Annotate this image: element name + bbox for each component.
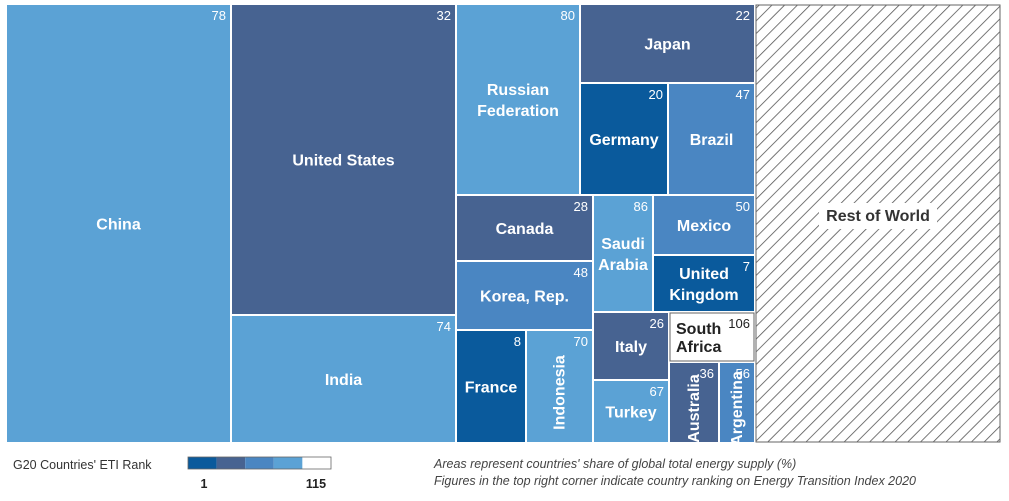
cell-label-united-kingdom-line-1: United [679, 266, 729, 283]
cell-rest-of-world: Rest of World [755, 4, 1001, 443]
rank-label-turkey: 67 [650, 384, 664, 399]
cell-rect-france [457, 331, 525, 442]
cell-rect-united-kingdom [654, 256, 754, 311]
cell-korea-rep: 48 Korea, Rep. [457, 262, 592, 329]
cell-rect-australia [670, 363, 718, 442]
cell-rect-mexico [654, 196, 754, 254]
rank-label-italy: 26 [650, 316, 664, 331]
cell-rect-russian-federation [457, 5, 579, 194]
cell-label-japan: Japan [644, 37, 690, 54]
legend-swatch-3 [245, 457, 274, 469]
cell-label-turkey: Turkey [605, 405, 656, 422]
cell-indonesia: 70 Indonesia [527, 331, 592, 442]
rank-label-indonesia: 70 [574, 334, 588, 349]
cell-label-saudi-arabia-line-2: Arabia [598, 257, 648, 274]
legend-swatch-4 [273, 457, 303, 469]
cell-rect-canada [457, 196, 592, 260]
label-background [819, 203, 937, 229]
cell-label-united-kingdom-line-2: Kingdom [669, 287, 738, 304]
rank-label-india: 74 [437, 319, 451, 334]
rank-label-china: 78 [212, 8, 226, 23]
cell-rect-united-states [232, 5, 455, 314]
cell-china: 78 China [7, 5, 230, 442]
cell-rect-saudi-arabia [594, 196, 652, 311]
rank-label-japan: 22 [736, 8, 750, 23]
cell-rect-japan [581, 5, 754, 82]
cell-saudi-arabia: 86 Saudi Arabia [594, 196, 652, 311]
cell-rect-south-africa [669, 312, 755, 362]
cell-label-germany: Germany [589, 132, 658, 149]
cell-mexico: 50 Mexico [654, 196, 754, 254]
cell-rect-turkey [594, 381, 668, 442]
cell-rect-italy [594, 313, 668, 379]
rank-label-france: 8 [514, 334, 521, 349]
cell-label-australia: Australia [686, 374, 703, 443]
cell-label-russian-federation-line-2: Federation [477, 103, 559, 120]
cell-japan: 22 Japan [581, 5, 754, 82]
cell-label-canada: Canada [496, 221, 554, 238]
cell-rect-argentina [720, 363, 754, 442]
cell-rect-brazil [669, 84, 754, 194]
rank-label-russian-federation: 80 [561, 8, 575, 23]
cell-label-russian-federation-line-1: Russian [487, 82, 549, 99]
cell-label-south-africa-line-1: South [676, 321, 721, 338]
cell-label-rest-of-world: Rest of World [826, 208, 930, 225]
cell-united-states: 32 United States [232, 5, 455, 314]
rank-note: Figures in the top right corner indicate… [434, 474, 916, 488]
cell-label-argentina: Argentina [729, 371, 746, 446]
cell-label-brazil: Brazil [690, 132, 734, 149]
legend-swatch-2 [216, 457, 246, 469]
cell-brazil: 47 Brazil [669, 84, 754, 194]
legend-min-label: 1 [201, 477, 208, 491]
rank-legend: G20 Countries' ETI Rank 1 115 [13, 456, 332, 491]
cell-rect-germany [581, 84, 667, 194]
cell-rect-india [232, 316, 455, 442]
rank-label-australia: 36 [700, 366, 714, 381]
rank-label-united-states: 32 [437, 8, 451, 23]
legend-outline [187, 456, 332, 470]
cell-france: 8 France [457, 331, 525, 442]
cell-label-korea-rep: Korea, Rep. [480, 289, 569, 306]
cell-label-united-states: United States [292, 153, 394, 170]
legend-swatch-1 [188, 457, 217, 469]
cell-russian-federation: 80 Russian Federation [457, 5, 579, 194]
rank-label-united-kingdom: 7 [743, 259, 750, 274]
rank-label-canada: 28 [574, 199, 588, 214]
cell-label-italy: Italy [615, 339, 647, 356]
legend-max-label: 115 [306, 477, 326, 491]
legend-title: G20 Countries' ETI Rank [13, 458, 152, 472]
cell-turkey: 67 Turkey [594, 381, 668, 442]
cell-label-china: China [96, 217, 141, 234]
legend-swatches [187, 456, 332, 470]
cell-label-france: France [465, 380, 518, 397]
rank-label-argentina: 56 [736, 366, 750, 381]
legend-swatch-5 [302, 457, 331, 469]
cell-label-saudi-arabia-line-1: Saudi [601, 236, 645, 253]
cell-label-india: India [325, 372, 362, 389]
area-note: Areas represent countries' share of glob… [434, 457, 797, 471]
cell-india: 74 India [232, 316, 455, 442]
cell-label-south-africa-line-2: Africa [676, 339, 721, 356]
rank-label-south-africa: 106 [728, 316, 750, 331]
rank-label-germany: 20 [649, 87, 663, 102]
cell-germany: 20 Germany [581, 84, 667, 194]
cell-canada: 28 Canada [457, 196, 592, 260]
cell-label-indonesia: Indonesia [552, 355, 569, 430]
cell-rect-indonesia [527, 331, 592, 442]
cell-united-kingdom: 7 United Kingdom [654, 256, 754, 311]
cell-rect-china [7, 5, 230, 442]
rank-label-korea-rep: 48 [574, 265, 588, 280]
cell-rect-korea-rep [457, 262, 592, 329]
rank-label-brazil: 47 [736, 87, 750, 102]
rank-label-mexico: 50 [736, 199, 750, 214]
cell-label-mexico: Mexico [677, 218, 731, 235]
rank-label-saudi-arabia: 86 [634, 199, 648, 214]
